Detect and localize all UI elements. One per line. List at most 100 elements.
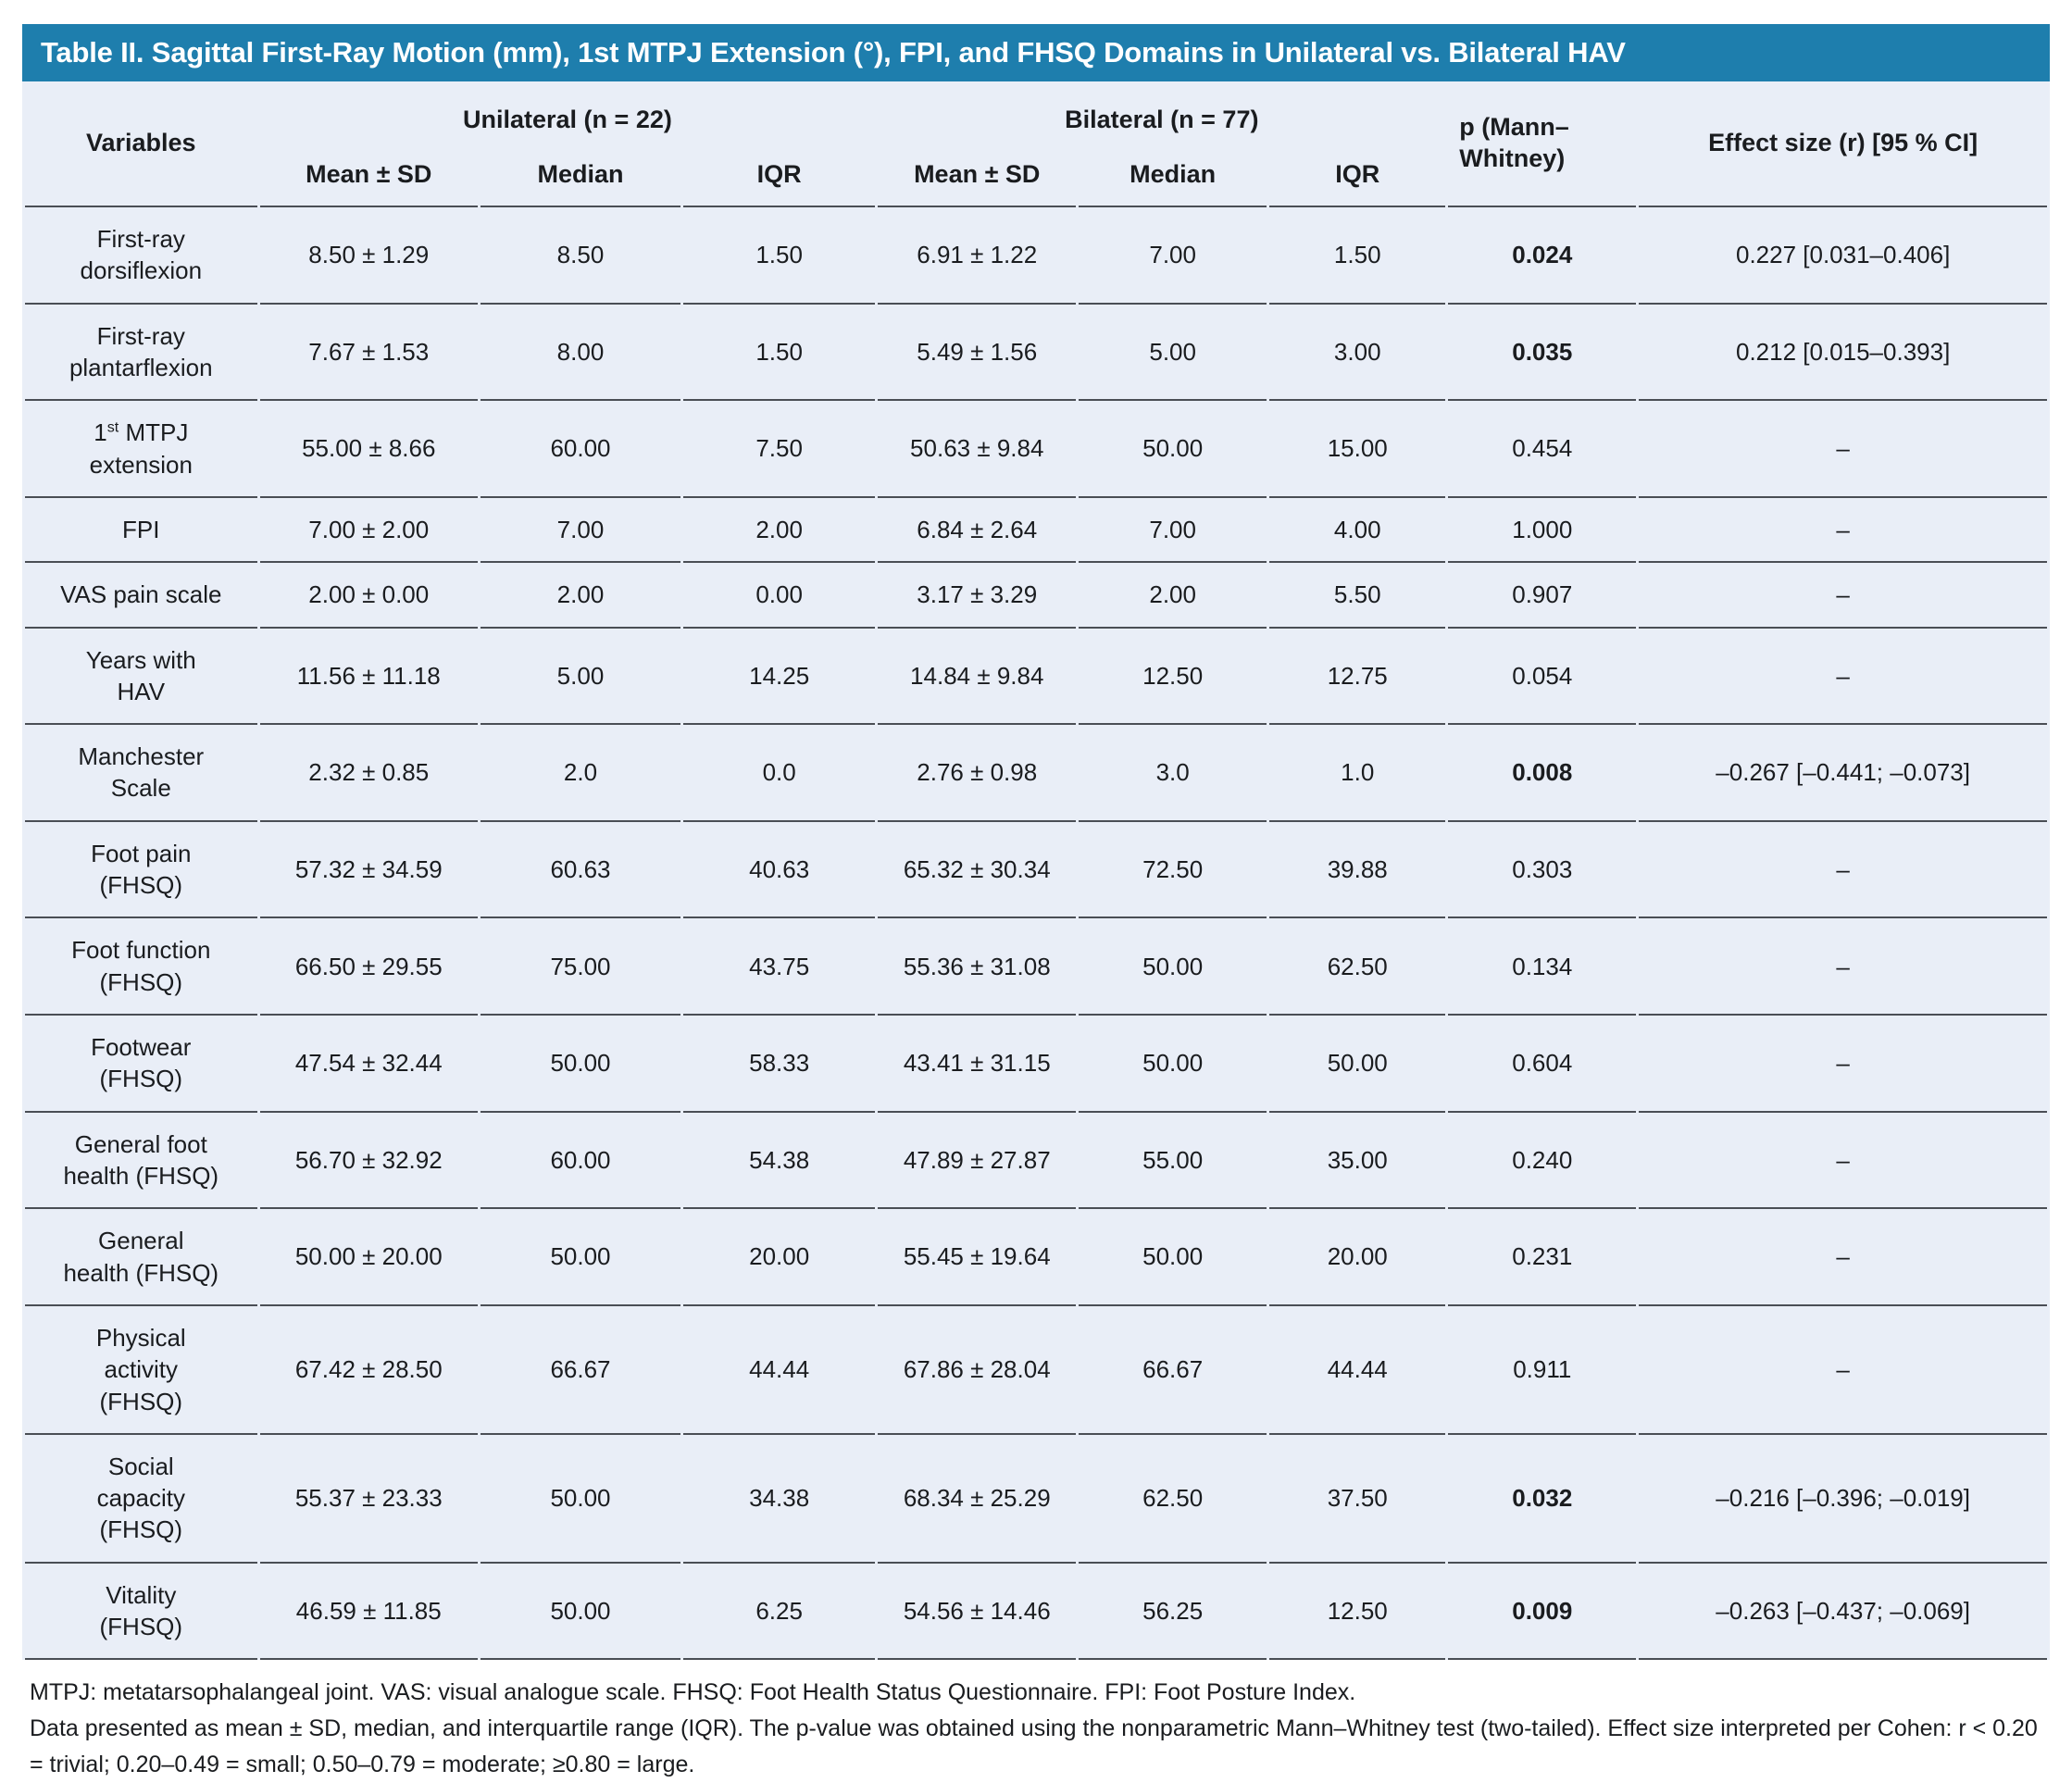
effect-size: – <box>1639 822 2047 919</box>
variable-label: Physical activity (FHSQ) <box>25 1306 257 1435</box>
bilateral-iqr: 20.00 <box>1269 1209 1446 1306</box>
variable-label: 1st MTPJ extension <box>25 401 257 498</box>
effect-size: 0.212 [0.015–0.393] <box>1639 305 2047 402</box>
bilateral-median: 7.00 <box>1079 207 1267 305</box>
unilateral-mean-sd: 2.00 ± 0.00 <box>259 563 478 629</box>
variable-label: Vitality (FHSQ) <box>25 1564 257 1661</box>
table-title: Table II. Sagittal First-Ray Motion (mm)… <box>22 24 2050 81</box>
bilateral-mean-sd: 67.86 ± 28.04 <box>878 1306 1077 1435</box>
p-value: 0.024 <box>1448 207 1637 305</box>
variable-label: FPI <box>25 498 257 564</box>
unilateral-mean-sd: 50.00 ± 20.00 <box>259 1209 478 1306</box>
bilateral-iqr: 44.44 <box>1269 1306 1446 1435</box>
unilateral-median: 60.00 <box>480 401 680 498</box>
unilateral-median: 60.63 <box>480 822 680 919</box>
effect-size-header: Effect size (r) [95 % CI] <box>1639 81 2047 207</box>
header-row-subcolumns: Mean ± SD Median IQR Mean ± SD Median IQ… <box>25 152 2047 207</box>
effect-size: – <box>1639 563 2047 629</box>
unilateral-iqr: 54.38 <box>682 1113 876 1210</box>
unilateral-iqr: 0.00 <box>682 563 876 629</box>
variable-label: Years with HAV <box>25 629 257 726</box>
table-row: General health (FHSQ) 50.00 ± 20.00 50.00 20… <box>25 1209 2047 1306</box>
bilateral-mean-sd: 55.45 ± 19.64 <box>878 1209 1077 1306</box>
effect-size: –0.267 [–0.441; –0.073] <box>1639 725 2047 822</box>
unilateral-iqr: 58.33 <box>682 1016 876 1113</box>
bilateral-median: 62.50 <box>1079 1435 1267 1564</box>
effect-size: – <box>1639 1016 2047 1113</box>
unilateral-mean-sd: 56.70 ± 32.92 <box>259 1113 478 1210</box>
unilateral-mean-sd: 7.00 ± 2.00 <box>259 498 478 564</box>
table-row: FPI 7.00 ± 2.00 7.00 2.00 6.84 ± 2.64 7.00 4.0… <box>25 498 2047 564</box>
variable-label: General health (FHSQ) <box>25 1209 257 1306</box>
unilateral-iqr: 1.50 <box>682 305 876 402</box>
unilateral-mean-sd: 47.54 ± 32.44 <box>259 1016 478 1113</box>
bilateral-iqr: 35.00 <box>1269 1113 1446 1210</box>
variable-label: Footwear (FHSQ) <box>25 1016 257 1113</box>
table-row: Social capacity (FHSQ) 55.37 ± 23.33 50.00 34… <box>25 1435 2047 1564</box>
variable-label: Foot pain (FHSQ) <box>25 822 257 919</box>
variables-header: Variables <box>25 81 257 207</box>
bilateral-mean-sd: 55.36 ± 31.08 <box>878 918 1077 1016</box>
unilateral-median: 8.50 <box>480 207 680 305</box>
footnote-methods: Data presented as mean ± SD, median, and… <box>30 1715 2038 1777</box>
unilateral-median: 50.00 <box>480 1209 680 1306</box>
unilateral-iqr: 0.0 <box>682 725 876 822</box>
effect-size: –0.263 [–0.437; –0.069] <box>1639 1564 2047 1661</box>
variable-label: General foot health (FHSQ) <box>25 1113 257 1210</box>
bilateral-mean-sd: 6.84 ± 2.64 <box>878 498 1077 564</box>
unilateral-mean-sd: 67.42 ± 28.50 <box>259 1306 478 1435</box>
table-header: Variables Unilateral (n = 22) Bilateral … <box>25 81 2047 207</box>
unilateral-iqr: 43.75 <box>682 918 876 1016</box>
unilateral-median: 7.00 <box>480 498 680 564</box>
variable-label: First-ray dorsiflexion <box>25 207 257 305</box>
results-table: Variables Unilateral (n = 22) Bilateral … <box>22 81 2050 1661</box>
variable-label: Social capacity (FHSQ) <box>25 1435 257 1564</box>
bilateral-iqr: 39.88 <box>1269 822 1446 919</box>
unilateral-mean-sd: 57.32 ± 34.59 <box>259 822 478 919</box>
unilateral-iqr: 2.00 <box>682 498 876 564</box>
bilateral-iqr: 1.0 <box>1269 725 1446 822</box>
unilateral-median: 50.00 <box>480 1564 680 1661</box>
bilateral-iqr: 50.00 <box>1269 1016 1446 1113</box>
iqr-header-unilateral: IQR <box>682 152 876 207</box>
bilateral-mean-sd: 6.91 ± 1.22 <box>878 207 1077 305</box>
bilateral-mean-sd: 5.49 ± 1.56 <box>878 305 1077 402</box>
p-value: 1.000 <box>1448 498 1637 564</box>
unilateral-median: 8.00 <box>480 305 680 402</box>
unilateral-mean-sd: 66.50 ± 29.55 <box>259 918 478 1016</box>
unilateral-iqr: 44.44 <box>682 1306 876 1435</box>
bilateral-iqr: 3.00 <box>1269 305 1446 402</box>
bilateral-group-header: Bilateral (n = 77) <box>1065 105 1259 133</box>
unilateral-mean-sd: 55.37 ± 23.33 <box>259 1435 478 1564</box>
bilateral-iqr: 4.00 <box>1269 498 1446 564</box>
bilateral-iqr: 37.50 <box>1269 1435 1446 1564</box>
bilateral-median: 72.50 <box>1079 822 1267 919</box>
bilateral-median: 12.50 <box>1079 629 1267 726</box>
unilateral-iqr: 1.50 <box>682 207 876 305</box>
variable-label: Foot function (FHSQ) <box>25 918 257 1016</box>
bilateral-iqr: 1.50 <box>1269 207 1446 305</box>
p-value-header: p (Mann– Whitney) <box>1448 81 1637 207</box>
bilateral-median: 50.00 <box>1079 401 1267 498</box>
unilateral-group-header: Unilateral (n = 22) <box>463 105 672 133</box>
unilateral-median: 50.00 <box>480 1016 680 1113</box>
p-value: 0.454 <box>1448 401 1637 498</box>
mean-sd-header-unilateral: Mean ± SD <box>259 152 478 207</box>
table-row: Physical activity (FHSQ) 67.42 ± 28.50 66.67… <box>25 1306 2047 1435</box>
bilateral-median: 50.00 <box>1079 918 1267 1016</box>
unilateral-median: 5.00 <box>480 629 680 726</box>
unilateral-iqr: 40.63 <box>682 822 876 919</box>
bilateral-median: 2.00 <box>1079 563 1267 629</box>
unilateral-mean-sd: 55.00 ± 8.66 <box>259 401 478 498</box>
bilateral-mean-sd: 3.17 ± 3.29 <box>878 563 1077 629</box>
effect-size: – <box>1639 498 2047 564</box>
effect-size: – <box>1639 401 2047 498</box>
effect-size: – <box>1639 1306 2047 1435</box>
unilateral-iqr: 6.25 <box>682 1564 876 1661</box>
table-row: First-ray plantarflexion 7.67 ± 1.53 8.00 1.… <box>25 305 2047 402</box>
unilateral-mean-sd: 11.56 ± 11.18 <box>259 629 478 726</box>
footnote-abbreviations: MTPJ: metatarsophalangeal joint. VAS: vi… <box>30 1679 1356 1706</box>
bilateral-median: 7.00 <box>1079 498 1267 564</box>
variable-label: VAS pain scale <box>25 563 257 629</box>
